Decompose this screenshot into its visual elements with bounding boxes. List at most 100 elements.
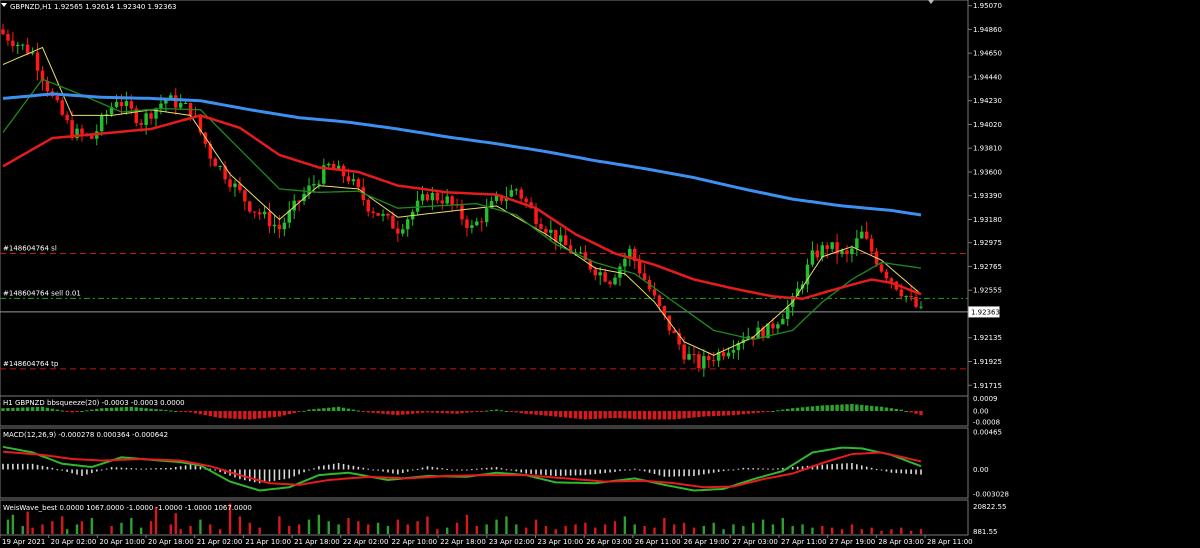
candle-body <box>810 250 815 265</box>
candle-body <box>711 360 716 362</box>
macd-hist-bar <box>318 466 320 470</box>
macd-hist-bar <box>589 469 592 475</box>
squeeze-bar <box>860 404 864 411</box>
macd-hist-bar <box>421 467 424 470</box>
macd-hist-bar <box>782 467 784 470</box>
squeeze-bar <box>716 411 721 416</box>
macd-hist-bar <box>619 469 621 472</box>
squeeze-bar <box>721 411 726 416</box>
squeeze-bar <box>435 411 440 413</box>
candle-body <box>692 354 696 356</box>
candle-body <box>879 264 884 272</box>
candle-body <box>460 205 464 220</box>
macd-hist-bar <box>56 469 59 471</box>
stop-loss-label: #148604764 sl <box>3 244 57 252</box>
ma-line-long <box>2 92 922 217</box>
macd-hist-bar <box>263 469 266 483</box>
macd-hist-bar <box>471 469 473 471</box>
squeeze-bar <box>208 411 213 417</box>
weis-bar <box>643 526 646 534</box>
candle-body <box>509 190 514 197</box>
squeeze-bar <box>317 408 321 411</box>
candle-body <box>534 207 538 225</box>
macd-hist-bar <box>722 469 725 472</box>
candle-body <box>445 196 449 204</box>
macd-hist-bar <box>510 469 513 471</box>
candle-body <box>376 213 380 216</box>
macd-hist-bar <box>71 469 73 474</box>
candle-body <box>583 252 588 261</box>
macd-hist-bar <box>796 466 799 470</box>
candle-body <box>21 44 25 46</box>
candle-body <box>292 200 296 211</box>
price-tick-label: 1.93810 <box>973 145 1002 153</box>
candle-body <box>129 101 134 109</box>
candle-body <box>302 193 306 202</box>
macd-hist-bar <box>747 467 750 470</box>
weis-bar <box>682 522 686 534</box>
candle-body <box>657 295 662 307</box>
squeeze-bar <box>341 407 346 411</box>
candle-body <box>633 248 637 262</box>
weis-bar <box>791 526 794 534</box>
weis-bar <box>307 519 311 534</box>
squeeze-bar <box>440 411 444 414</box>
ma-line-mid <box>2 78 922 341</box>
squeeze-bar <box>159 409 163 411</box>
macd-hist-bar <box>520 469 523 473</box>
squeeze-bar <box>879 406 884 411</box>
squeeze-bar <box>519 411 523 414</box>
squeeze-bar <box>178 411 183 412</box>
macd-hist-bar <box>401 469 404 473</box>
candle-body <box>272 224 277 227</box>
macd-hist-bar <box>629 469 631 471</box>
macd-hist-bar <box>831 464 833 470</box>
squeeze-bar <box>312 409 316 411</box>
candle-body <box>820 245 825 258</box>
time-tick-label: 22 Apr 10:00 <box>391 538 437 546</box>
weis-bar <box>475 526 479 534</box>
candle-body <box>919 306 923 308</box>
ma-line-slow <box>2 114 922 300</box>
weis-bar <box>386 526 390 534</box>
macd-hist-bar <box>535 469 537 475</box>
macd-hist-bar <box>816 465 819 470</box>
candle-body <box>549 229 553 233</box>
macd-hist-bar <box>890 469 893 473</box>
macd-hist-bar <box>846 463 848 470</box>
macd-hist-bar <box>41 465 44 470</box>
macd-hist-bar <box>194 465 197 470</box>
candle-body <box>65 114 69 121</box>
squeeze-bar <box>815 405 820 411</box>
weis-bar <box>840 529 844 534</box>
weis-bar <box>564 526 567 534</box>
candle-body <box>618 266 622 278</box>
candle-body <box>776 324 780 329</box>
time-tick-label: 26 Apr 11:00 <box>635 538 681 546</box>
macd-hist-bar <box>821 464 824 470</box>
weis-bar <box>771 524 775 534</box>
squeeze-bar <box>223 411 227 419</box>
candle-body <box>119 102 124 107</box>
weis-bar <box>90 518 94 534</box>
price-tick-label: 1.94230 <box>973 97 1002 105</box>
candle-body <box>139 122 143 125</box>
macd-hist-bar <box>298 469 300 475</box>
macd-hist-bar <box>801 466 804 470</box>
weis-bar <box>11 514 15 534</box>
triangle-down-icon[interactable] <box>1 3 7 7</box>
squeeze-bar <box>21 407 25 411</box>
squeeze-bar <box>257 411 262 419</box>
chart-shift-marker-icon[interactable] <box>928 0 934 4</box>
macd-hist-bar <box>673 469 676 477</box>
weis-bar <box>288 526 291 534</box>
candle-body <box>781 318 785 325</box>
macd-hist-bar <box>658 469 661 476</box>
macd-hist-bar <box>382 469 384 472</box>
macd-hist-bar <box>431 466 434 470</box>
squeeze-bar <box>243 411 247 420</box>
squeeze-bar <box>450 411 454 414</box>
squeeze-bar <box>514 411 519 413</box>
macd-hist-bar <box>174 467 177 470</box>
